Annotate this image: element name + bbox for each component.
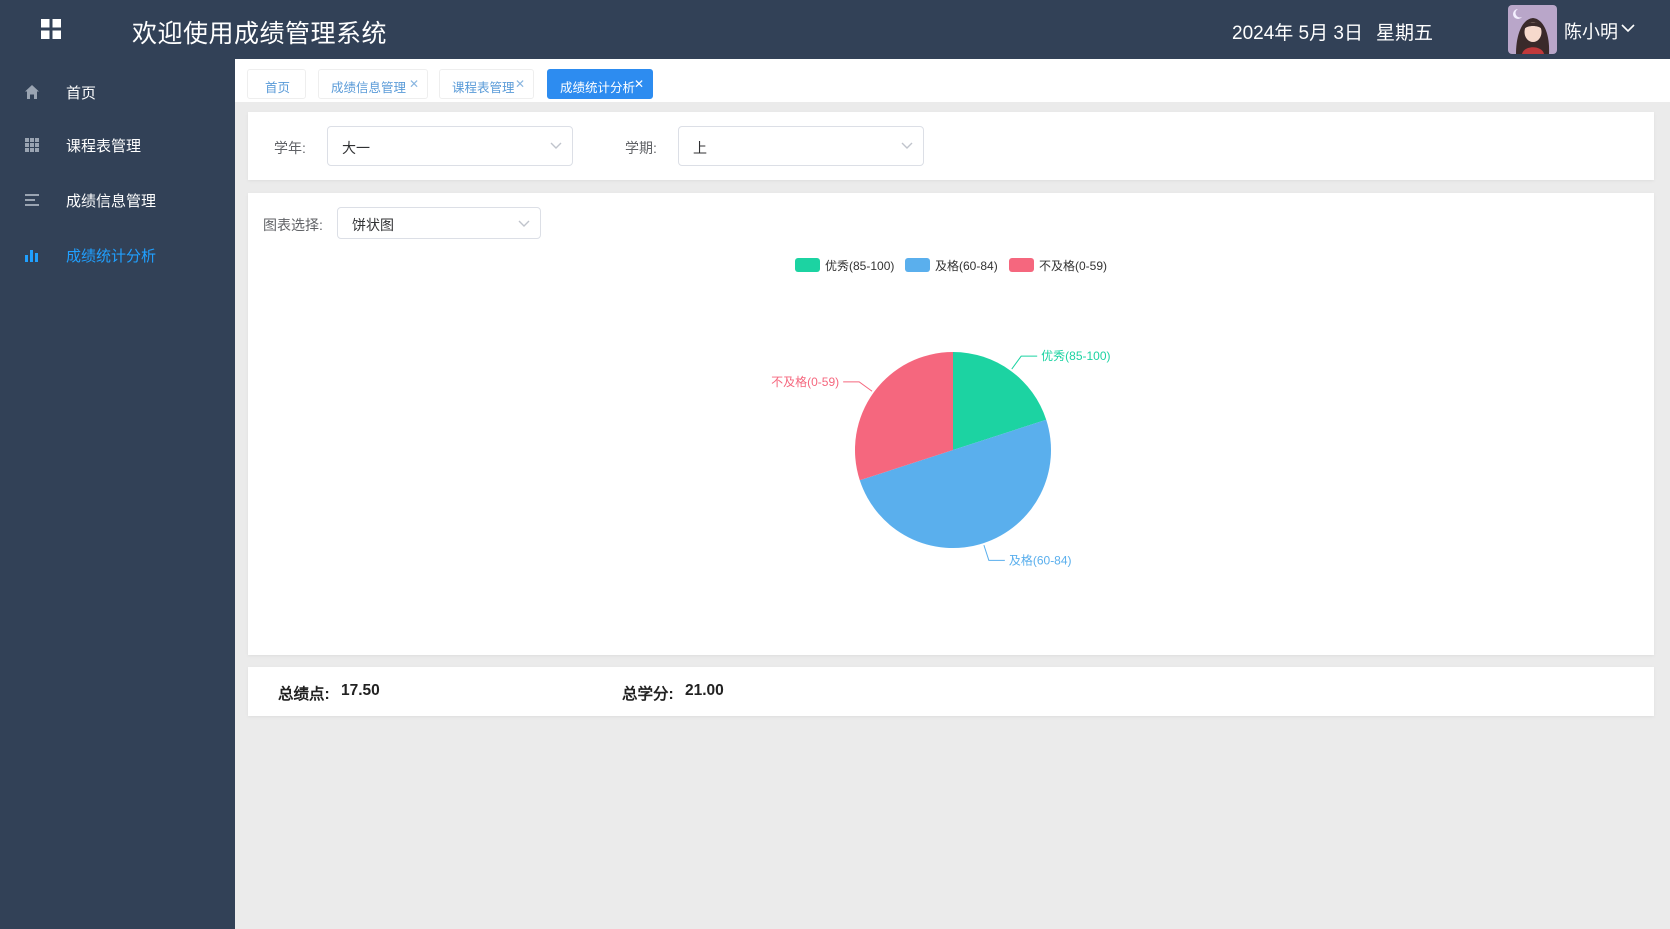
- tab-schedule[interactable]: 课程表管理 ✕: [439, 69, 534, 99]
- tab-grades[interactable]: 成绩信息管理 ✕: [318, 69, 428, 99]
- chart-card: 图表选择: 饼状图 优秀(85-100) 及格(60-84) 不及格(0-59)…: [248, 193, 1654, 655]
- chevron-down-icon[interactable]: [1621, 23, 1635, 33]
- credits-label: 总学分:: [622, 686, 674, 703]
- tab-statistics[interactable]: 成绩统计分析 ✕: [547, 69, 653, 99]
- term-select[interactable]: 上: [678, 126, 924, 166]
- chart-type-select[interactable]: 饼状图: [337, 207, 541, 239]
- pie-chart: 优秀(85-100) 及格(60-84) 不及格(0-59): [771, 349, 1110, 567]
- sidebar-item-schedule[interactable]: 课程表管理: [0, 119, 235, 171]
- user-avatar[interactable]: [1508, 5, 1557, 54]
- tab-label: 成绩统计分析: [560, 81, 636, 95]
- pie-leader-line-pass: [983, 544, 1005, 561]
- legend-swatch-excellent[interactable]: [795, 258, 820, 272]
- close-icon[interactable]: ✕: [633, 77, 644, 91]
- chevron-down-icon: [518, 220, 530, 227]
- chevron-down-icon: [901, 142, 913, 149]
- menu-grid-icon[interactable]: [41, 19, 61, 39]
- year-select[interactable]: 大一: [327, 126, 573, 166]
- app-title: 欢迎使用成绩管理系统: [132, 20, 388, 48]
- top-header: 欢迎使用成绩管理系统 2024年 5月 3日 星期五 陈小明: [0, 0, 1670, 59]
- close-icon[interactable]: ✕: [514, 77, 525, 91]
- grid-icon: [25, 138, 39, 152]
- sidebar-item-grades[interactable]: 成绩信息管理: [0, 174, 235, 226]
- chevron-down-icon: [550, 142, 562, 149]
- chart-select-label: 图表选择:: [263, 217, 323, 233]
- term-select-value: 上: [693, 140, 707, 156]
- pie-label-excellent: 优秀(85-100): [1041, 349, 1110, 363]
- sidebar-item-label: 首页: [66, 85, 97, 102]
- sidebar-item-label: 成绩统计分析: [66, 248, 157, 265]
- sidebar-item-statistics[interactable]: 成绩统计分析: [0, 229, 235, 281]
- term-label: 学期:: [625, 140, 657, 156]
- filter-card: 学年: 大一 学期: 上: [248, 112, 1654, 180]
- legend-swatch-fail[interactable]: [1009, 258, 1034, 272]
- tab-label: 课程表管理: [452, 81, 515, 95]
- bar-chart-icon: [25, 250, 38, 262]
- year-select-value: 大一: [342, 140, 370, 156]
- pie-leader-line-fail: [843, 381, 873, 392]
- legend-label-excellent[interactable]: 优秀(85-100): [825, 259, 895, 273]
- year-label: 学年:: [274, 140, 306, 156]
- list-icon: [25, 194, 39, 206]
- legend-label-pass[interactable]: 及格(60-84): [935, 259, 998, 273]
- gpa-label: 总绩点:: [278, 686, 330, 703]
- username[interactable]: 陈小明: [1564, 22, 1618, 42]
- tab-label: 首页: [265, 81, 291, 95]
- legend-swatch-pass[interactable]: [905, 258, 930, 272]
- legend-label-fail[interactable]: 不及格(0-59): [1039, 259, 1108, 273]
- summary-card: 总绩点: 17.50 总学分: 21.00: [248, 667, 1654, 716]
- gpa-value: 17.50: [341, 682, 380, 699]
- sidebar-item-home[interactable]: 首页: [0, 66, 235, 118]
- sidebar-item-label: 课程表管理: [66, 138, 142, 155]
- sidebar: 首页 课程表管理 成绩信息管理 成绩统计分析: [0, 59, 235, 929]
- pie-label-fail: 不及格(0-59): [771, 374, 839, 389]
- credits-value: 21.00: [685, 682, 724, 699]
- header-date: 2024年 5月 3日: [1232, 23, 1363, 44]
- sidebar-item-label: 成绩信息管理: [66, 193, 157, 210]
- tabs-bar: 首页 成绩信息管理 ✕ 课程表管理 ✕ 成绩统计分析 ✕: [235, 59, 1670, 102]
- close-icon[interactable]: ✕: [408, 77, 419, 91]
- tab-home[interactable]: 首页: [247, 69, 306, 99]
- pie-label-pass: 及格(60-84): [1009, 552, 1072, 567]
- home-icon: [25, 85, 39, 99]
- header-weekday: 星期五: [1376, 23, 1434, 44]
- pie-leader-line-excellent: [1011, 355, 1038, 370]
- tab-label: 成绩信息管理: [331, 81, 407, 95]
- pie-slice-pass[interactable]: [859, 419, 1052, 548]
- pie-slice-excellent[interactable]: [953, 352, 1047, 450]
- pie-slice-fail[interactable]: [855, 352, 953, 481]
- chart-type-value: 饼状图: [352, 217, 394, 233]
